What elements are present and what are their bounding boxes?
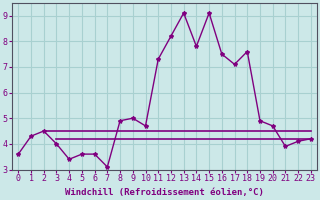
X-axis label: Windchill (Refroidissement éolien,°C): Windchill (Refroidissement éolien,°C) bbox=[65, 188, 264, 197]
